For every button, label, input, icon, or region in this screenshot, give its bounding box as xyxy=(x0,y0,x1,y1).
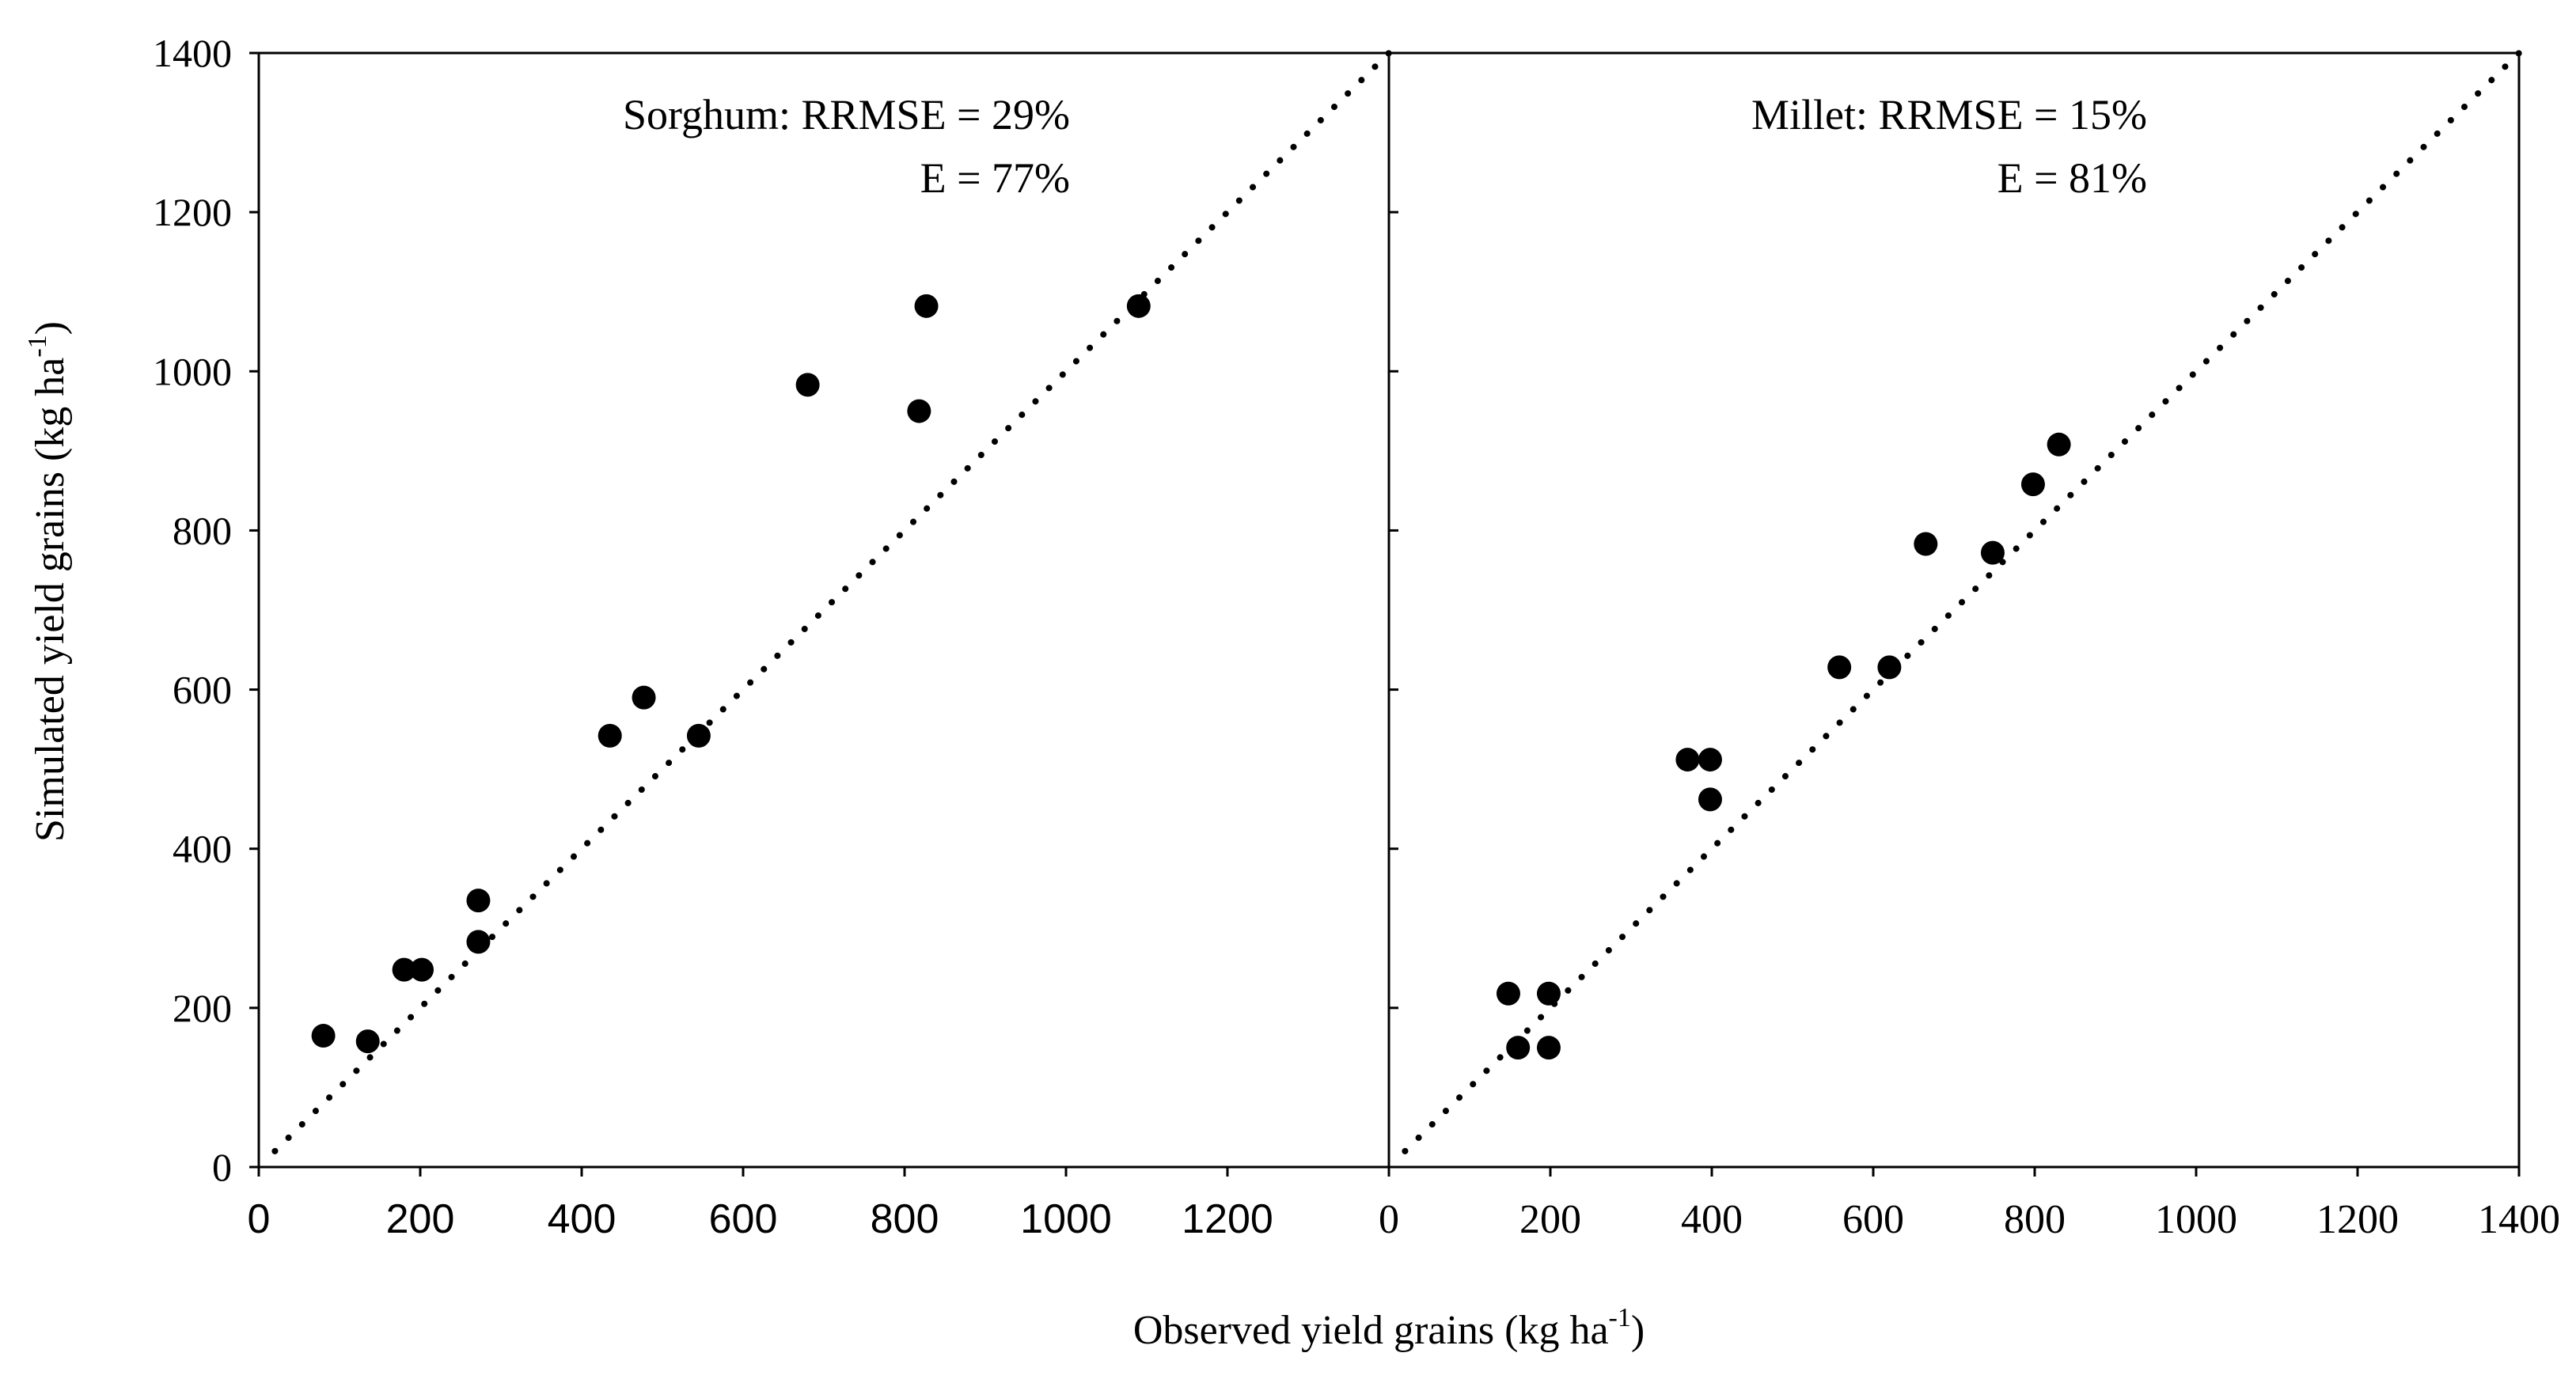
data-point xyxy=(466,889,491,913)
x-tick-label: 200 xyxy=(1519,1197,1581,1242)
efficiency-annotation: E = 77% xyxy=(920,154,1070,202)
data-point xyxy=(311,1024,336,1048)
data-point xyxy=(795,373,820,397)
one-to-one-line xyxy=(1402,50,2522,1154)
x-tick-label: 1200 xyxy=(2316,1197,2399,1242)
y-tick-label: 0 xyxy=(212,1145,232,1189)
y-tick-label: 800 xyxy=(173,508,232,552)
y-axis: 0 200 400 600 800 1000 1200 1400 xyxy=(153,31,259,1189)
y-tick-label: 200 xyxy=(173,986,232,1030)
data-point xyxy=(1126,294,1151,318)
x-tick-label: 800 xyxy=(871,1196,939,1242)
data-point xyxy=(392,957,416,982)
x-tick-label: 1200 xyxy=(1182,1196,1273,1242)
data-point xyxy=(632,685,656,710)
y-tick-label: 1200 xyxy=(153,190,232,234)
data-point xyxy=(1496,981,1520,1006)
data-point xyxy=(466,930,491,954)
x-tick-label: 0 xyxy=(248,1196,271,1242)
sorghum-panel: 0 200 400 600 800 1000 1200 Sorghum: RRMSE = 29… xyxy=(248,50,1392,1242)
x-tick-label: 400 xyxy=(548,1196,616,1242)
data-point xyxy=(914,294,939,318)
one-to-one-line xyxy=(271,50,1392,1154)
data-point xyxy=(598,723,622,748)
data-point xyxy=(1914,532,1938,556)
y-tick-label: 400 xyxy=(173,827,232,871)
data-point xyxy=(1506,1036,1531,1060)
x-tick-label: 0 xyxy=(1379,1197,1399,1242)
x-tick-label: 600 xyxy=(709,1196,778,1242)
efficiency-annotation: E = 81% xyxy=(1997,154,2147,202)
x-tick-label: 1000 xyxy=(1020,1196,1112,1242)
data-point xyxy=(1698,787,1722,812)
data-point xyxy=(907,399,931,423)
x-tick-label: 1000 xyxy=(2155,1197,2237,1242)
data-point xyxy=(410,957,434,982)
data-point xyxy=(1698,748,1722,772)
data-point xyxy=(355,1029,380,1054)
rrmse-annotation: Millet: RRMSE = 15% xyxy=(1751,91,2147,138)
x-tick-label: 400 xyxy=(1681,1197,1743,1242)
data-point xyxy=(1536,1036,1561,1060)
x-tick-label: 200 xyxy=(386,1196,455,1242)
data-point xyxy=(2020,472,2045,497)
y-tick-label: 1400 xyxy=(153,31,232,75)
data-point xyxy=(1980,540,2005,565)
data-point xyxy=(1675,748,1700,772)
y-tick-label: 1000 xyxy=(153,349,232,393)
data-point xyxy=(1827,655,1852,680)
y-axis-label: Simulated yield grains (kg ha-1) xyxy=(23,321,73,842)
x-axis-label: Observed yield grains (kg ha-1) xyxy=(1133,1303,1645,1353)
x-tick-label: 600 xyxy=(1842,1197,1904,1242)
data-point xyxy=(1536,981,1561,1006)
data-point xyxy=(2047,432,2071,457)
x-tick-label: 1400 xyxy=(2478,1197,2560,1242)
millet-panel: 0 200 400 600 800 1000 1200 1400 Millet: RRMSE =… xyxy=(1379,50,2560,1242)
x-tick-label: 800 xyxy=(2004,1197,2066,1242)
data-point xyxy=(1877,655,1902,680)
plot-frame xyxy=(1387,51,2521,1169)
rrmse-annotation: Sorghum: RRMSE = 29% xyxy=(623,91,1070,138)
data-point xyxy=(686,723,711,748)
y-tick-label: 600 xyxy=(173,668,232,712)
